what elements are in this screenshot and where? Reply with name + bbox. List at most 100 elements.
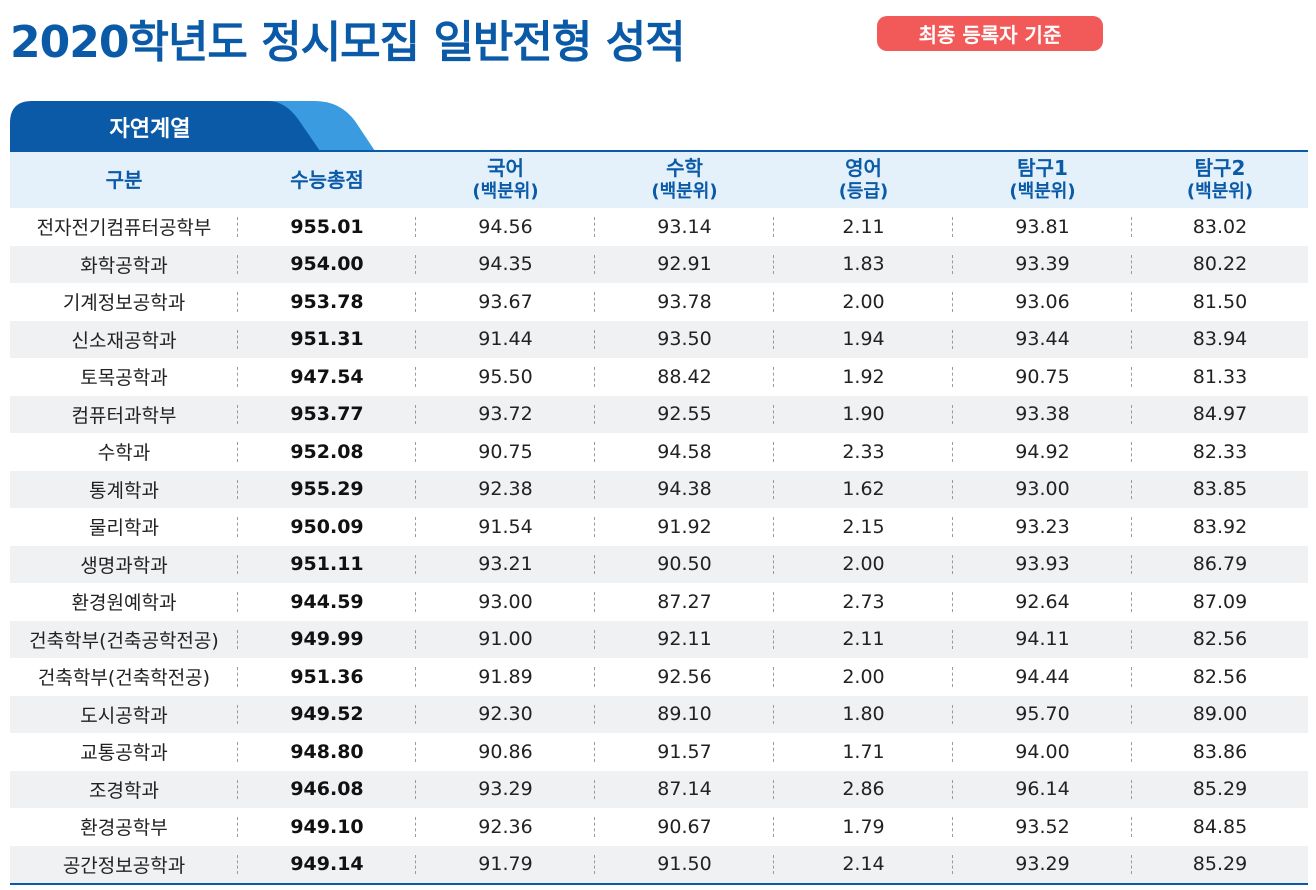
score-cell: 92.91 <box>595 246 774 284</box>
score-cell: 90.75 <box>416 433 595 471</box>
score-cell: 94.11 <box>953 621 1132 659</box>
score-cell: 81.33 <box>1192 365 1248 388</box>
score-cell: 83.02 <box>1192 215 1248 238</box>
department-name: 토목공학과 <box>10 358 238 396</box>
score-cell: 93.29 <box>953 846 1132 884</box>
score-cell: 85.29 <box>1192 853 1248 876</box>
score-cell: 83.94 <box>1192 328 1248 351</box>
score-cell: 81.50 <box>1192 290 1248 313</box>
department-name: 화학공학과 <box>10 246 238 284</box>
score-cell: 1.62 <box>774 471 953 509</box>
score-cell: 953.77 <box>238 396 416 434</box>
column-header-unit: (등급) <box>838 181 889 202</box>
score-cell: 82.33 <box>1192 440 1248 463</box>
table-row: 환경원예학과 944.59 93.00 87.27 2.73 92.64 87.09 <box>10 583 1308 621</box>
score-cell: 93.52 <box>953 808 1132 846</box>
department-name: 공간정보공학과 <box>10 846 238 884</box>
table-row: 전자전기컴퓨터공학부 955.01 94.56 93.14 2.11 93.81 83.02 <box>10 208 1308 246</box>
department-name: 통계학과 <box>10 471 238 509</box>
score-cell: 89.00 <box>1192 703 1248 726</box>
score-cell: 91.92 <box>595 508 774 546</box>
table-row: 교통공학과 948.80 90.86 91.57 1.71 94.00 83.86 <box>10 733 1308 771</box>
table-row: 수학과 952.08 90.75 94.58 2.33 94.92 82.33 <box>10 433 1308 471</box>
score-cell: 94.58 <box>595 433 774 471</box>
score-cell: 93.38 <box>953 396 1132 434</box>
score-cell: 83.86 <box>1192 740 1248 763</box>
score-cell: 91.79 <box>416 846 595 884</box>
score-cell: 83.85 <box>1192 478 1248 501</box>
score-cell: 955.29 <box>238 471 416 509</box>
table-row: 기계정보공학과 953.78 93.67 93.78 2.00 93.06 81.50 <box>10 283 1308 321</box>
score-cell: 951.11 <box>238 546 416 584</box>
score-cell: 91.57 <box>595 733 774 771</box>
table-row: 환경공학부 949.10 92.36 90.67 1.79 93.52 84.85 <box>10 808 1308 846</box>
department-name: 조경학과 <box>10 771 238 809</box>
score-cell: 950.09 <box>238 508 416 546</box>
score-cell: 84.85 <box>1192 815 1248 838</box>
tab-shape <box>10 101 375 151</box>
score-cell: 952.08 <box>238 433 416 471</box>
score-cell: 90.86 <box>416 733 595 771</box>
table-row: 공간정보공학과 949.14 91.79 91.50 2.14 93.29 85.29 <box>10 845 1308 884</box>
score-cell: 93.06 <box>953 283 1132 321</box>
score-cell: 949.10 <box>238 808 416 846</box>
score-cell: 93.23 <box>953 508 1132 546</box>
score-cell: 93.50 <box>595 321 774 359</box>
column-header-label: 영어 <box>845 156 882 180</box>
page-title: 2020학년도 정시모집 일반전형 성적 <box>10 17 686 68</box>
column-header-label: 구분 <box>105 168 143 192</box>
scores-table: 구분 수능총점 국어 (백분위) 수학 (백분위) 영어 (등급) 탐구1 (백분위) 탐구2 (백분… <box>10 150 1308 885</box>
score-cell: 86.79 <box>1192 553 1248 576</box>
score-cell: 93.81 <box>953 208 1132 246</box>
score-cell: 90.50 <box>595 546 774 584</box>
score-cell: 92.30 <box>416 696 595 734</box>
score-cell: 93.00 <box>953 471 1132 509</box>
score-cell: 90.67 <box>595 808 774 846</box>
score-cell: 93.72 <box>416 396 595 434</box>
score-cell: 91.89 <box>416 658 595 696</box>
score-cell: 91.50 <box>595 846 774 884</box>
column-header: 구분 <box>10 152 238 208</box>
table-row: 도시공학과 949.52 92.30 89.10 1.80 95.70 89.00 <box>10 695 1308 734</box>
column-header: 수학 (백분위) <box>595 152 774 208</box>
score-cell: 90.75 <box>953 358 1132 396</box>
score-cell: 1.79 <box>774 808 953 846</box>
department-name: 환경공학부 <box>10 808 238 846</box>
criteria-badge: 최종 등록자 기준 <box>877 16 1103 51</box>
score-cell: 94.56 <box>416 208 595 246</box>
table-row: 건축학부(건축공학전공) 949.99 91.00 92.11 2.11 94.11 82.… <box>10 620 1308 659</box>
score-cell: 951.36 <box>238 658 416 696</box>
department-name: 생명과학과 <box>10 546 238 584</box>
score-cell: 1.83 <box>774 246 953 284</box>
column-header: 국어 (백분위) <box>416 152 595 208</box>
score-cell: 1.90 <box>774 396 953 434</box>
department-name: 전자전기컴퓨터공학부 <box>10 208 238 246</box>
score-cell: 93.78 <box>595 283 774 321</box>
score-cell: 955.01 <box>238 208 416 246</box>
score-cell: 82.56 <box>1192 665 1248 688</box>
department-name: 건축학부(건축학전공) <box>10 658 238 696</box>
score-cell: 93.39 <box>953 246 1132 284</box>
score-cell: 84.97 <box>1192 403 1248 426</box>
score-cell: 91.54 <box>416 508 595 546</box>
score-cell: 92.56 <box>595 658 774 696</box>
score-cell: 80.22 <box>1192 253 1248 276</box>
tab-natural-sciences[interactable]: 자연계열 <box>10 101 375 151</box>
score-cell: 2.11 <box>774 208 953 246</box>
score-cell: 91.44 <box>416 321 595 359</box>
score-cell: 92.64 <box>953 583 1132 621</box>
score-cell: 953.78 <box>238 283 416 321</box>
score-cell: 93.29 <box>416 771 595 809</box>
table-body: 전자전기컴퓨터공학부 955.01 94.56 93.14 2.11 93.81 83.02… <box>10 208 1308 883</box>
score-cell: 93.14 <box>595 208 774 246</box>
score-cell: 1.80 <box>774 696 953 734</box>
table-row: 물리학과 950.09 91.54 91.92 2.15 93.23 83.92 <box>10 508 1308 546</box>
score-cell: 946.08 <box>238 771 416 809</box>
score-cell: 93.21 <box>416 546 595 584</box>
score-cell: 1.94 <box>774 321 953 359</box>
score-cell: 85.29 <box>1192 778 1248 801</box>
table-row: 화학공학과 954.00 94.35 92.91 1.83 93.39 80.22 <box>10 245 1308 284</box>
score-cell: 2.15 <box>774 508 953 546</box>
department-name: 환경원예학과 <box>10 583 238 621</box>
score-cell: 951.31 <box>238 321 416 359</box>
